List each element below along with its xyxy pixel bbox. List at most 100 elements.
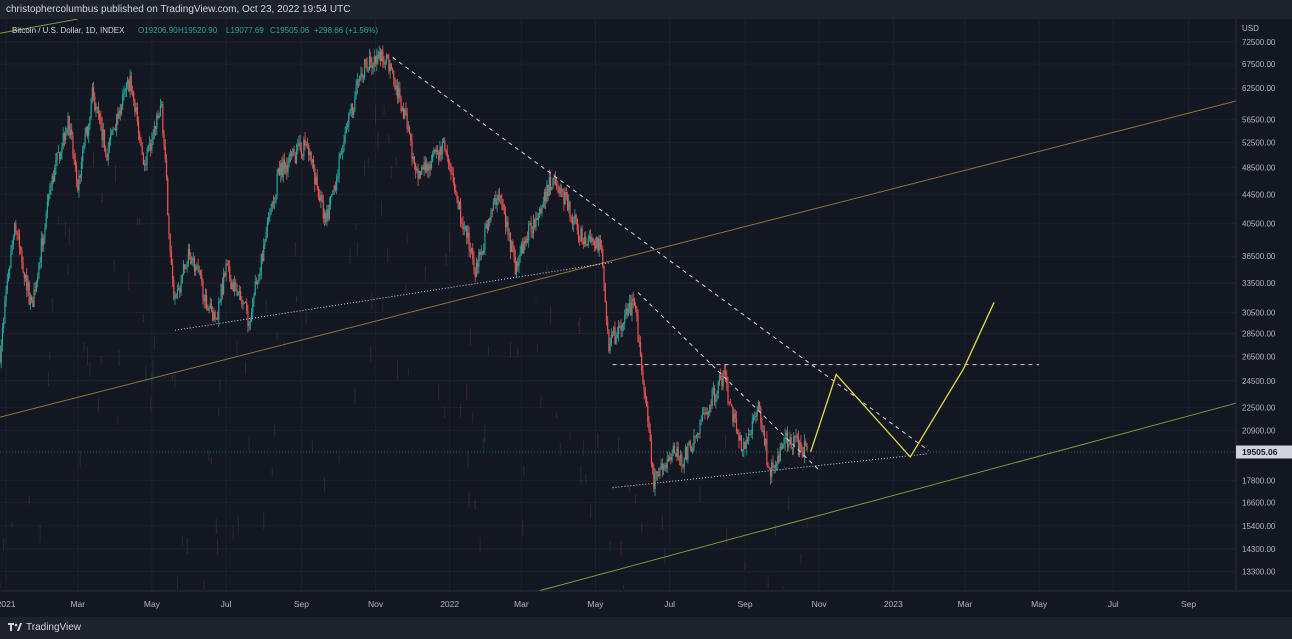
candle-body — [128, 80, 130, 91]
candle-body — [786, 432, 789, 448]
candle-body — [638, 342, 640, 343]
candle-body — [506, 221, 508, 228]
candle-body — [235, 282, 237, 285]
candle-body — [146, 151, 148, 164]
candle-body — [34, 289, 36, 291]
symbol-name: Bitcoin / U.S. Dollar, 1D, INDEX — [12, 26, 125, 35]
candle-body — [607, 320, 609, 330]
candle-body — [153, 126, 155, 135]
candle-body — [655, 471, 657, 473]
candle-body — [754, 416, 756, 418]
candle-body — [187, 249, 189, 262]
candle-body — [264, 239, 266, 246]
candle-body — [103, 129, 106, 149]
candle-body — [214, 312, 216, 320]
candle-body — [432, 153, 434, 162]
time-tick-label: Mar — [958, 599, 973, 609]
candle-body — [27, 282, 29, 291]
legend-close: C19505.06 — [270, 26, 310, 35]
candle-body — [467, 232, 469, 238]
candle-body — [312, 159, 315, 168]
candle-body — [767, 465, 769, 468]
candle-body — [558, 185, 560, 194]
candle-body — [226, 263, 228, 266]
candle-body — [481, 251, 484, 253]
candle-body — [720, 375, 722, 380]
candle-body — [746, 439, 749, 442]
candle-body — [557, 185, 559, 187]
time-tick-label: Sep — [737, 599, 752, 609]
candle-body — [733, 413, 735, 423]
candle-body — [739, 435, 741, 441]
candle-body — [85, 126, 87, 135]
candle-body — [688, 441, 690, 444]
candle-body — [582, 242, 584, 244]
candle-body — [173, 279, 175, 299]
candle-body — [487, 218, 490, 230]
candle-body — [242, 303, 244, 305]
candle-body — [182, 264, 185, 275]
publish-header: christophercolumbus published on Trading… — [0, 0, 1292, 19]
price-tick-label: 14300.00 — [1242, 545, 1276, 554]
candle-body — [679, 454, 682, 459]
candle-body — [319, 196, 321, 201]
candle-body — [652, 464, 654, 468]
candle-body — [54, 167, 56, 182]
candles — [0, 45, 808, 497]
time-axis[interactable]: 2021 Mar May Jul Sep Nov 2022 Mar May Jul Sep Nov 20… — [0, 590, 1292, 609]
candle-body — [390, 64, 392, 69]
candle-body — [765, 438, 767, 445]
candle-body — [450, 164, 452, 173]
candle-body — [253, 295, 255, 300]
candle-body — [761, 422, 763, 433]
candle-body — [537, 217, 539, 220]
candle-body — [500, 195, 502, 200]
candle-body — [503, 210, 505, 214]
candle-body — [727, 383, 729, 403]
candle-body — [732, 406, 734, 423]
candle-body — [37, 278, 39, 282]
candle-body — [731, 404, 733, 407]
candle-body — [452, 174, 454, 183]
candle-body — [648, 421, 650, 431]
candle-body — [549, 177, 552, 191]
candle-body — [75, 165, 78, 180]
candle-body — [523, 240, 525, 254]
candle-body — [152, 134, 154, 140]
candle-body — [233, 282, 236, 292]
candle-body — [744, 442, 746, 449]
candle-body — [246, 302, 248, 312]
candle-body — [354, 96, 356, 111]
candle-body — [610, 335, 612, 345]
candle-body — [361, 73, 363, 78]
candle-body — [244, 302, 247, 304]
last-price-tag — [1236, 445, 1292, 459]
candle-body — [181, 274, 183, 283]
candle-body — [396, 85, 399, 98]
time-tick-label: Jul — [664, 599, 675, 609]
time-tick-label: 2022 — [440, 599, 459, 609]
candle-body — [784, 435, 786, 444]
candle-body — [114, 128, 117, 131]
candle-body — [212, 311, 214, 321]
price-axis[interactable]: USD 72500.00 67500.00 62500.00 56500.00 5250… — [1235, 19, 1292, 591]
candle-body — [439, 146, 441, 160]
candle-body — [29, 296, 31, 305]
candle-body — [154, 126, 157, 130]
price-chart[interactable]: Bitcoin / U.S. Dollar, 1D, INDEX O19206.… — [0, 19, 1292, 617]
candle-body — [208, 308, 210, 311]
candle-body — [440, 146, 442, 155]
candle-body — [518, 256, 520, 267]
candle-body — [367, 69, 369, 71]
candle-body — [774, 465, 776, 468]
candle-body — [460, 202, 462, 224]
candle-body — [590, 236, 592, 242]
candle-body — [366, 60, 368, 70]
candle-body — [635, 305, 637, 309]
candle-body — [442, 140, 445, 143]
candle-body — [743, 442, 745, 451]
candle-body — [78, 175, 80, 191]
candle-body — [28, 282, 30, 305]
candle-body — [106, 153, 108, 161]
candle-body — [642, 370, 644, 383]
